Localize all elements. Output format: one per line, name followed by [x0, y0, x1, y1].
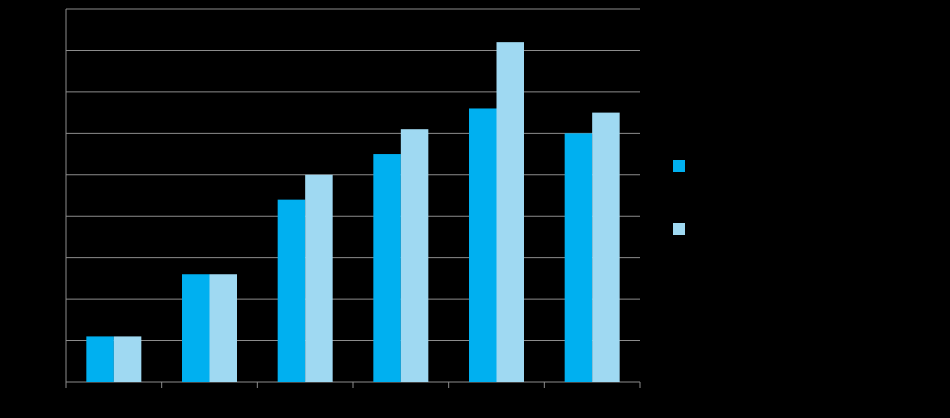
legend-marker	[673, 160, 685, 172]
y-tick-label: 6	[51, 126, 58, 140]
y-tick-label: 4	[51, 208, 58, 222]
bar	[277, 199, 306, 382]
legend-marker	[673, 223, 685, 235]
y-tick-label: 0	[51, 374, 58, 388]
bar	[496, 42, 524, 383]
y-tick-label: 8	[51, 43, 58, 57]
bar	[592, 112, 620, 382]
bar	[113, 336, 142, 382]
bar	[373, 154, 401, 382]
bar	[305, 174, 333, 382]
y-tick-label: 7	[51, 84, 58, 98]
bar	[564, 133, 593, 382]
bar	[182, 274, 210, 382]
bar	[209, 274, 237, 382]
y-tick-label: 2	[51, 291, 58, 305]
bar	[86, 336, 114, 382]
y-tick-label: 3	[51, 250, 58, 264]
y-tick-label: 9	[51, 1, 58, 15]
bar	[400, 129, 429, 382]
bar	[469, 108, 497, 382]
y-tick-label: 1	[51, 333, 58, 347]
y-tick-label: 5	[51, 167, 58, 181]
